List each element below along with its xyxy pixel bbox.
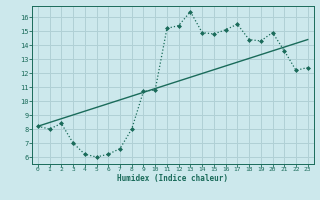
X-axis label: Humidex (Indice chaleur): Humidex (Indice chaleur) bbox=[117, 174, 228, 183]
